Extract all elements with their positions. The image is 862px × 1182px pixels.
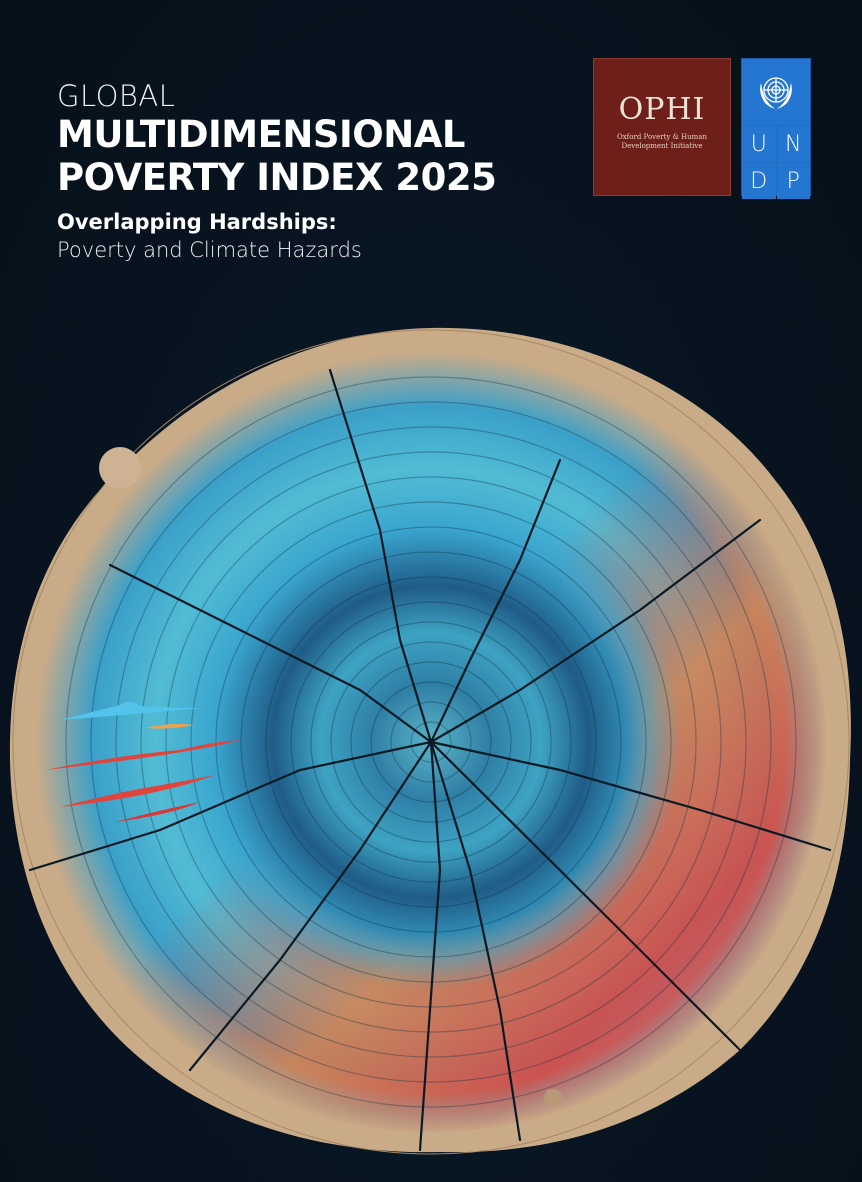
cover-kicker: GLOBAL: [57, 79, 176, 113]
undp-letter-p: P: [776, 163, 810, 199]
cover-title-line1: MULTIDIMENSIONAL: [57, 113, 465, 156]
undp-letter-n: N: [776, 126, 810, 162]
cover-subtitle-light: Poverty and Climate Hazards: [57, 238, 362, 262]
cover-subtitle-bold: Overlapping Hardships:: [57, 210, 337, 234]
ophi-logo-subtitle: Oxford Poverty & Human Development Initi…: [617, 133, 707, 151]
undp-letter-u: U: [742, 126, 776, 162]
ophi-subtitle-line2: Development Initiative: [621, 142, 703, 150]
partner-logos: OPHI Oxford Poverty & Human Development …: [593, 58, 811, 199]
ophi-logo-name: OPHI: [618, 92, 706, 127]
tree-ring-illustration: [9, 327, 851, 1155]
title-block: GLOBAL MULTIDIMENSIONAL POVERTY INDEX 20…: [57, 80, 577, 264]
ophi-subtitle-line1: Oxford Poverty & Human: [616, 133, 707, 141]
ophi-logo: OPHI Oxford Poverty & Human Development …: [593, 58, 731, 196]
undp-letter-d: D: [742, 163, 776, 199]
cover-title-line2: POVERTY INDEX 2025: [57, 156, 497, 199]
un-emblem-icon: [742, 59, 810, 125]
undp-logo: U N D P: [741, 58, 811, 199]
